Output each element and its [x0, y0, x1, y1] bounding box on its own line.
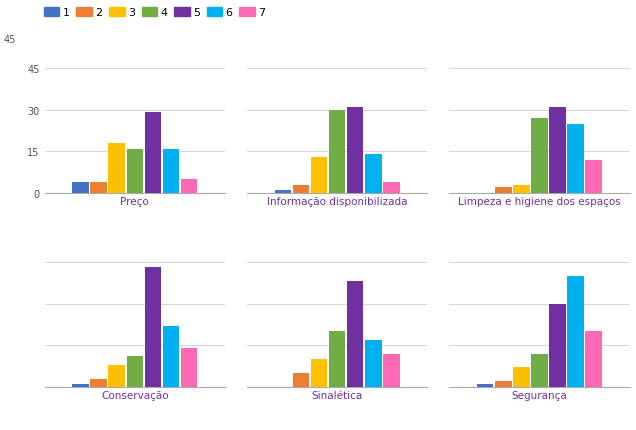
- Bar: [585, 332, 602, 387]
- Bar: [181, 348, 197, 387]
- Bar: [513, 368, 530, 387]
- Bar: [73, 182, 89, 194]
- Bar: [365, 155, 382, 194]
- Bar: [73, 384, 89, 387]
- Bar: [109, 144, 125, 194]
- Bar: [477, 384, 494, 387]
- Bar: [311, 157, 328, 194]
- Bar: [347, 282, 363, 387]
- Bar: [329, 332, 345, 387]
- Bar: [163, 326, 179, 387]
- Bar: [311, 359, 328, 387]
- Legend: 1, 2, 3, 4, 5, 6, 7: 1, 2, 3, 4, 5, 6, 7: [44, 8, 265, 18]
- Bar: [383, 182, 399, 194]
- Bar: [163, 149, 179, 194]
- Bar: [144, 268, 161, 387]
- Bar: [513, 185, 530, 194]
- Bar: [495, 188, 511, 194]
- Bar: [181, 180, 197, 194]
- Bar: [275, 191, 291, 194]
- Bar: [531, 354, 548, 387]
- Bar: [90, 379, 107, 387]
- Bar: [585, 160, 602, 194]
- Bar: [383, 354, 399, 387]
- Bar: [567, 276, 584, 387]
- Bar: [90, 182, 107, 194]
- Bar: [531, 119, 548, 194]
- Bar: [127, 149, 143, 194]
- Bar: [109, 365, 125, 387]
- Bar: [567, 124, 584, 194]
- Bar: [127, 356, 143, 387]
- Bar: [365, 340, 382, 387]
- Bar: [329, 111, 345, 194]
- Bar: [293, 373, 309, 387]
- Text: 45: 45: [3, 35, 15, 45]
- Bar: [549, 304, 565, 387]
- Bar: [144, 113, 161, 194]
- Bar: [495, 381, 511, 387]
- Bar: [347, 108, 363, 194]
- Bar: [549, 108, 565, 194]
- Bar: [293, 185, 309, 194]
